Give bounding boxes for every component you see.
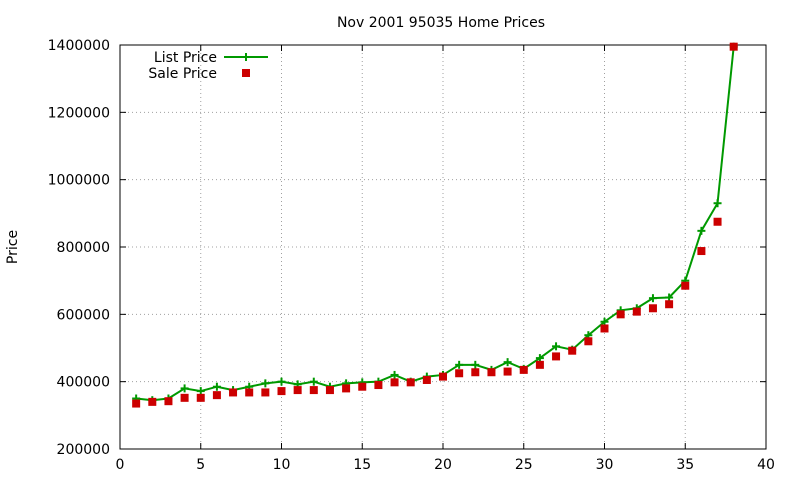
list-price-point bbox=[180, 384, 189, 393]
list-price-point bbox=[600, 317, 609, 326]
sale-price-point bbox=[261, 388, 270, 397]
list-price-line bbox=[136, 46, 735, 402]
list-price-point bbox=[277, 377, 286, 386]
list-price-point bbox=[455, 360, 464, 369]
sale-price-point bbox=[487, 368, 496, 377]
sale-price-point bbox=[293, 386, 302, 395]
x-tick-label: 25 bbox=[515, 457, 533, 473]
sale-price-point bbox=[277, 387, 286, 396]
sale-price-point bbox=[439, 372, 447, 381]
x-tick-label: 40 bbox=[757, 457, 775, 473]
series-layer bbox=[132, 42, 738, 408]
sale-price-point bbox=[325, 386, 334, 395]
sale-price-point bbox=[164, 397, 173, 406]
sale-price-point bbox=[713, 217, 722, 226]
list-price-point bbox=[552, 342, 561, 351]
sale-price-point bbox=[358, 382, 367, 391]
x-tick-label: 5 bbox=[196, 457, 205, 473]
sale-price-point bbox=[245, 388, 254, 397]
sale-price-point bbox=[503, 367, 512, 376]
y-tick-label: 600000 bbox=[57, 307, 110, 323]
sale-price-point bbox=[535, 360, 544, 369]
list-price-point bbox=[471, 360, 480, 369]
list-price-point bbox=[212, 382, 221, 391]
sale-price-point bbox=[406, 378, 415, 387]
y-tick-label: 1200000 bbox=[48, 105, 110, 121]
y-axis-label: Price bbox=[5, 230, 21, 264]
sale-price-point bbox=[519, 365, 528, 374]
sale-price-point bbox=[229, 388, 238, 397]
sale-price-point bbox=[390, 378, 399, 387]
sale-price-point bbox=[132, 399, 141, 408]
sale-price-point bbox=[422, 375, 431, 384]
sale-price-point bbox=[697, 247, 706, 256]
list-price-point bbox=[713, 199, 722, 208]
legend-label-sale-price: Sale Price bbox=[148, 66, 217, 82]
x-tick-label: 15 bbox=[353, 457, 371, 473]
sale-price-point bbox=[212, 391, 221, 400]
list-price-point bbox=[503, 358, 512, 367]
y-tick-label: 800000 bbox=[57, 240, 110, 256]
sale-price-point bbox=[665, 300, 674, 309]
sale-price-point bbox=[196, 393, 205, 402]
sale-price-point bbox=[342, 384, 351, 393]
sale-price-point bbox=[552, 352, 561, 361]
list-price-point bbox=[697, 226, 706, 235]
sale-price-point bbox=[600, 324, 609, 333]
sale-price-point bbox=[681, 281, 690, 290]
x-tick-label: 0 bbox=[116, 457, 125, 473]
x-tick-label: 20 bbox=[434, 457, 452, 473]
y-tick-label: 1000000 bbox=[48, 173, 110, 189]
list-price-point bbox=[309, 377, 318, 386]
x-tick-label: 10 bbox=[273, 457, 291, 473]
x-tick-label: 30 bbox=[596, 457, 614, 473]
legend-marker-sale-price bbox=[242, 69, 250, 77]
sale-price-point bbox=[632, 307, 641, 316]
sale-price-point bbox=[471, 368, 480, 377]
legend-label-list-price: List Price bbox=[154, 50, 217, 66]
sale-price-point bbox=[584, 337, 593, 346]
chart-title: Nov 2001 95035 Home Prices bbox=[337, 15, 545, 31]
list-price-point bbox=[390, 370, 399, 379]
sale-price-point bbox=[148, 397, 157, 406]
sale-price-point bbox=[180, 393, 189, 402]
list-price-point bbox=[535, 354, 544, 363]
sale-price-point bbox=[648, 304, 657, 313]
sale-price-point bbox=[309, 386, 318, 395]
y-tick-label: 400000 bbox=[57, 375, 110, 391]
sale-price-point bbox=[568, 346, 577, 355]
y-tick-label: 1400000 bbox=[48, 38, 110, 54]
sale-price-point bbox=[455, 369, 464, 378]
y-tick-label: 200000 bbox=[57, 442, 110, 458]
sale-price-point bbox=[729, 42, 738, 51]
x-tick-label: 35 bbox=[676, 457, 694, 473]
list-price-point bbox=[665, 293, 674, 302]
list-price-point bbox=[196, 387, 205, 396]
sale-price-point bbox=[616, 310, 625, 319]
list-price-point bbox=[648, 294, 657, 303]
list-price-point bbox=[261, 379, 270, 388]
axes: 0 5 10 15 20 25 30 35 40 200000 400000 600000 800000… bbox=[48, 38, 775, 473]
sale-price-point bbox=[374, 381, 383, 390]
